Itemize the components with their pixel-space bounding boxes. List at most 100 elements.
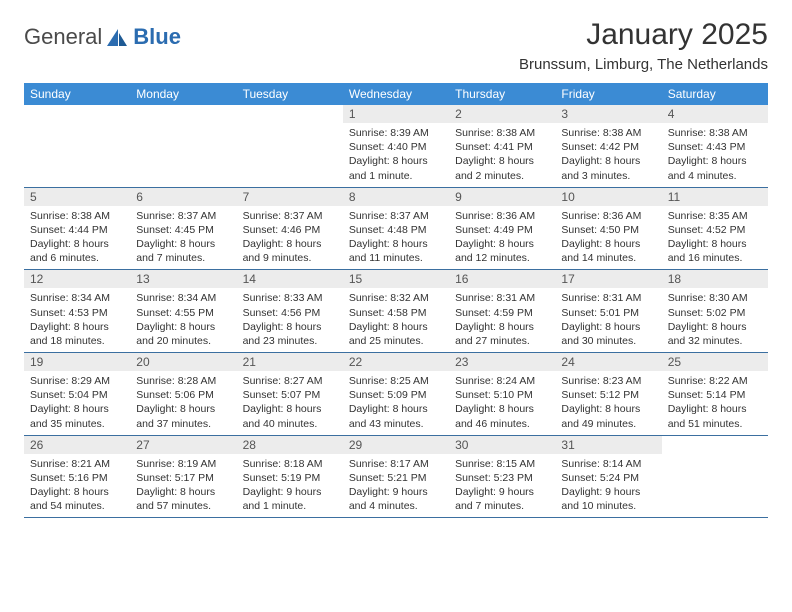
day-number: 24 <box>555 353 661 371</box>
calendar-day-cell: 19Sunrise: 8:29 AMSunset: 5:04 PMDayligh… <box>24 353 130 436</box>
calendar-day-cell: 30Sunrise: 8:15 AMSunset: 5:23 PMDayligh… <box>449 435 555 518</box>
day-number: 15 <box>343 270 449 288</box>
calendar-day-cell: 5Sunrise: 8:38 AMSunset: 4:44 PMDaylight… <box>24 187 130 270</box>
day-details: Sunrise: 8:14 AMSunset: 5:24 PMDaylight:… <box>555 454 661 518</box>
day-number: 9 <box>449 188 555 206</box>
day-details: Sunrise: 8:22 AMSunset: 5:14 PMDaylight:… <box>662 371 768 435</box>
calendar-day-cell: 1Sunrise: 8:39 AMSunset: 4:40 PMDaylight… <box>343 105 449 187</box>
day-number: 31 <box>555 436 661 454</box>
calendar-day-cell: 26Sunrise: 8:21 AMSunset: 5:16 PMDayligh… <box>24 435 130 518</box>
day-number: 13 <box>130 270 236 288</box>
day-details: Sunrise: 8:25 AMSunset: 5:09 PMDaylight:… <box>343 371 449 435</box>
weekday-header: Saturday <box>662 83 768 105</box>
day-number: 22 <box>343 353 449 371</box>
day-details: Sunrise: 8:24 AMSunset: 5:10 PMDaylight:… <box>449 371 555 435</box>
day-number: 25 <box>662 353 768 371</box>
day-details: Sunrise: 8:27 AMSunset: 5:07 PMDaylight:… <box>237 371 343 435</box>
calendar-day-cell: 24Sunrise: 8:23 AMSunset: 5:12 PMDayligh… <box>555 353 661 436</box>
weekday-header: Thursday <box>449 83 555 105</box>
day-details: Sunrise: 8:33 AMSunset: 4:56 PMDaylight:… <box>237 288 343 352</box>
calendar-day-cell: 31Sunrise: 8:14 AMSunset: 5:24 PMDayligh… <box>555 435 661 518</box>
calendar-day-cell: 7Sunrise: 8:37 AMSunset: 4:46 PMDaylight… <box>237 187 343 270</box>
logo-text-1: General <box>24 24 102 50</box>
day-details: Sunrise: 8:39 AMSunset: 4:40 PMDaylight:… <box>343 123 449 187</box>
day-details: Sunrise: 8:18 AMSunset: 5:19 PMDaylight:… <box>237 454 343 518</box>
calendar-day-cell: 21Sunrise: 8:27 AMSunset: 5:07 PMDayligh… <box>237 353 343 436</box>
calendar-day-cell: 18Sunrise: 8:30 AMSunset: 5:02 PMDayligh… <box>662 270 768 353</box>
calendar-day-cell: 17Sunrise: 8:31 AMSunset: 5:01 PMDayligh… <box>555 270 661 353</box>
header: General Blue January 2025 Brunssum, Limb… <box>24 18 768 73</box>
day-number: 18 <box>662 270 768 288</box>
logo: General Blue <box>24 18 181 50</box>
weekday-header: Friday <box>555 83 661 105</box>
day-details: Sunrise: 8:37 AMSunset: 4:45 PMDaylight:… <box>130 206 236 270</box>
day-number: 19 <box>24 353 130 371</box>
day-number: 14 <box>237 270 343 288</box>
day-number: 12 <box>24 270 130 288</box>
day-details: Sunrise: 8:21 AMSunset: 5:16 PMDaylight:… <box>24 454 130 518</box>
calendar-day-cell: 12Sunrise: 8:34 AMSunset: 4:53 PMDayligh… <box>24 270 130 353</box>
day-details: Sunrise: 8:31 AMSunset: 5:01 PMDaylight:… <box>555 288 661 352</box>
calendar-day-cell: 10Sunrise: 8:36 AMSunset: 4:50 PMDayligh… <box>555 187 661 270</box>
day-number: 8 <box>343 188 449 206</box>
day-number: 10 <box>555 188 661 206</box>
day-number: 20 <box>130 353 236 371</box>
calendar-day-cell: 23Sunrise: 8:24 AMSunset: 5:10 PMDayligh… <box>449 353 555 436</box>
calendar-day-cell: 6Sunrise: 8:37 AMSunset: 4:45 PMDaylight… <box>130 187 236 270</box>
day-number: 1 <box>343 105 449 123</box>
calendar-day-cell: 8Sunrise: 8:37 AMSunset: 4:48 PMDaylight… <box>343 187 449 270</box>
day-details: Sunrise: 8:36 AMSunset: 4:49 PMDaylight:… <box>449 206 555 270</box>
calendar-day-cell: 29Sunrise: 8:17 AMSunset: 5:21 PMDayligh… <box>343 435 449 518</box>
calendar-day-cell: 22Sunrise: 8:25 AMSunset: 5:09 PMDayligh… <box>343 353 449 436</box>
day-details: Sunrise: 8:28 AMSunset: 5:06 PMDaylight:… <box>130 371 236 435</box>
day-number: 30 <box>449 436 555 454</box>
calendar-week-row: 26Sunrise: 8:21 AMSunset: 5:16 PMDayligh… <box>24 435 768 518</box>
day-details: Sunrise: 8:31 AMSunset: 4:59 PMDaylight:… <box>449 288 555 352</box>
calendar-day-cell: 20Sunrise: 8:28 AMSunset: 5:06 PMDayligh… <box>130 353 236 436</box>
day-details: Sunrise: 8:34 AMSunset: 4:53 PMDaylight:… <box>24 288 130 352</box>
calendar-week-row: 19Sunrise: 8:29 AMSunset: 5:04 PMDayligh… <box>24 353 768 436</box>
day-details: Sunrise: 8:38 AMSunset: 4:43 PMDaylight:… <box>662 123 768 187</box>
day-details: Sunrise: 8:17 AMSunset: 5:21 PMDaylight:… <box>343 454 449 518</box>
page-title: January 2025 <box>519 18 768 52</box>
day-details: Sunrise: 8:35 AMSunset: 4:52 PMDaylight:… <box>662 206 768 270</box>
calendar-day-cell: 11Sunrise: 8:35 AMSunset: 4:52 PMDayligh… <box>662 187 768 270</box>
calendar-day-cell <box>24 105 130 187</box>
day-number: 21 <box>237 353 343 371</box>
logo-text-2: Blue <box>133 24 181 50</box>
calendar-day-cell: 28Sunrise: 8:18 AMSunset: 5:19 PMDayligh… <box>237 435 343 518</box>
day-number: 16 <box>449 270 555 288</box>
day-number: 28 <box>237 436 343 454</box>
day-number: 26 <box>24 436 130 454</box>
day-details: Sunrise: 8:34 AMSunset: 4:55 PMDaylight:… <box>130 288 236 352</box>
day-details: Sunrise: 8:19 AMSunset: 5:17 PMDaylight:… <box>130 454 236 518</box>
day-details: Sunrise: 8:15 AMSunset: 5:23 PMDaylight:… <box>449 454 555 518</box>
day-number: 23 <box>449 353 555 371</box>
day-details: Sunrise: 8:37 AMSunset: 4:48 PMDaylight:… <box>343 206 449 270</box>
calendar-day-cell: 14Sunrise: 8:33 AMSunset: 4:56 PMDayligh… <box>237 270 343 353</box>
calendar-body: 1Sunrise: 8:39 AMSunset: 4:40 PMDaylight… <box>24 105 768 518</box>
calendar-day-cell: 27Sunrise: 8:19 AMSunset: 5:17 PMDayligh… <box>130 435 236 518</box>
day-number: 11 <box>662 188 768 206</box>
day-details: Sunrise: 8:37 AMSunset: 4:46 PMDaylight:… <box>237 206 343 270</box>
weekday-header: Wednesday <box>343 83 449 105</box>
calendar-day-cell: 3Sunrise: 8:38 AMSunset: 4:42 PMDaylight… <box>555 105 661 187</box>
weekday-header-row: Sunday Monday Tuesday Wednesday Thursday… <box>24 83 768 105</box>
weekday-header: Sunday <box>24 83 130 105</box>
day-number: 6 <box>130 188 236 206</box>
day-number: 3 <box>555 105 661 123</box>
day-number: 27 <box>130 436 236 454</box>
day-details: Sunrise: 8:38 AMSunset: 4:44 PMDaylight:… <box>24 206 130 270</box>
calendar-week-row: 5Sunrise: 8:38 AMSunset: 4:44 PMDaylight… <box>24 187 768 270</box>
calendar-day-cell <box>662 435 768 518</box>
calendar-day-cell: 15Sunrise: 8:32 AMSunset: 4:58 PMDayligh… <box>343 270 449 353</box>
day-details: Sunrise: 8:30 AMSunset: 5:02 PMDaylight:… <box>662 288 768 352</box>
day-number: 29 <box>343 436 449 454</box>
day-number: 17 <box>555 270 661 288</box>
day-details: Sunrise: 8:36 AMSunset: 4:50 PMDaylight:… <box>555 206 661 270</box>
calendar-day-cell: 4Sunrise: 8:38 AMSunset: 4:43 PMDaylight… <box>662 105 768 187</box>
calendar-day-cell: 9Sunrise: 8:36 AMSunset: 4:49 PMDaylight… <box>449 187 555 270</box>
weekday-header: Tuesday <box>237 83 343 105</box>
calendar-table: Sunday Monday Tuesday Wednesday Thursday… <box>24 83 768 518</box>
calendar-week-row: 12Sunrise: 8:34 AMSunset: 4:53 PMDayligh… <box>24 270 768 353</box>
